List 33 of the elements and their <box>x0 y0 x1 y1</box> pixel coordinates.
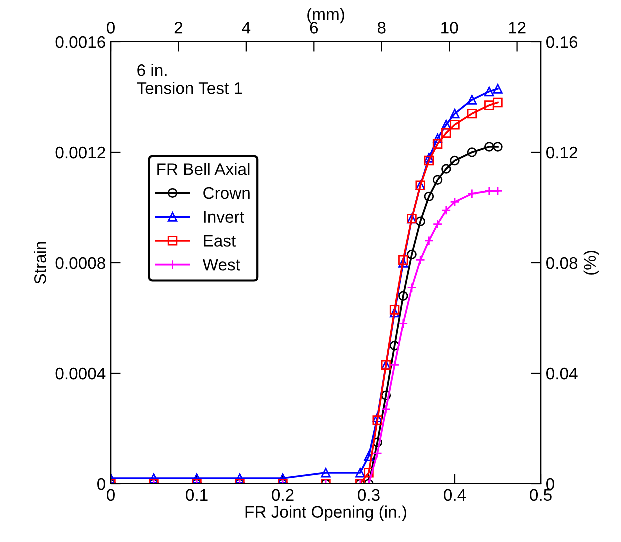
y-tick-label: 0.0016 <box>56 36 106 48</box>
y2-tick-label: 0.12 <box>546 146 578 159</box>
y-axis-title: Strain <box>34 242 46 284</box>
legend-label: Crown <box>204 187 250 200</box>
x2-tick-label: 10 <box>442 22 458 34</box>
x2-tick-label: 0 <box>107 22 115 34</box>
x2-tick-label: 4 <box>242 22 251 34</box>
legend-title: FR Bell Axial <box>158 163 250 176</box>
y2-tick-label: 0.08 <box>546 257 578 270</box>
x2-axis-title: (mm) <box>308 8 344 24</box>
legend-label: East <box>204 235 236 247</box>
legend-label: Invert <box>204 211 244 224</box>
y2-tick-label: 0.04 <box>546 368 578 380</box>
x-tick-label: 0.1 <box>186 489 208 502</box>
y2-tick-label: 0.16 <box>546 36 578 48</box>
x2-tick-label: 8 <box>378 22 386 34</box>
y-tick-label: 0.0008 <box>56 257 106 270</box>
legend-label: West <box>202 259 240 271</box>
y-tick-label: 0.0004 <box>56 368 106 380</box>
x2-tick-label: 2 <box>174 22 183 34</box>
x2-tick-label: 12 <box>509 22 526 34</box>
annotation: 6 in. Tension Test 1 <box>137 64 242 94</box>
x-axis-title: FR Joint Opening (in.) <box>246 506 406 522</box>
y-tick-label: 0.0012 <box>56 146 106 159</box>
y-tick-label: 0 <box>98 478 106 490</box>
x-tick-label: 0.4 <box>444 489 466 502</box>
x-tick-label: 0 <box>107 489 115 502</box>
x-tick-label: 0.3 <box>358 489 380 502</box>
x-tick-label: 0.2 <box>272 489 294 502</box>
y2-axis-title: (%) <box>584 251 600 275</box>
y2-tick-label: 0 <box>546 478 554 490</box>
x-tick-label: 0.5 <box>530 489 552 502</box>
x2-tick-label: 6 <box>310 22 318 34</box>
